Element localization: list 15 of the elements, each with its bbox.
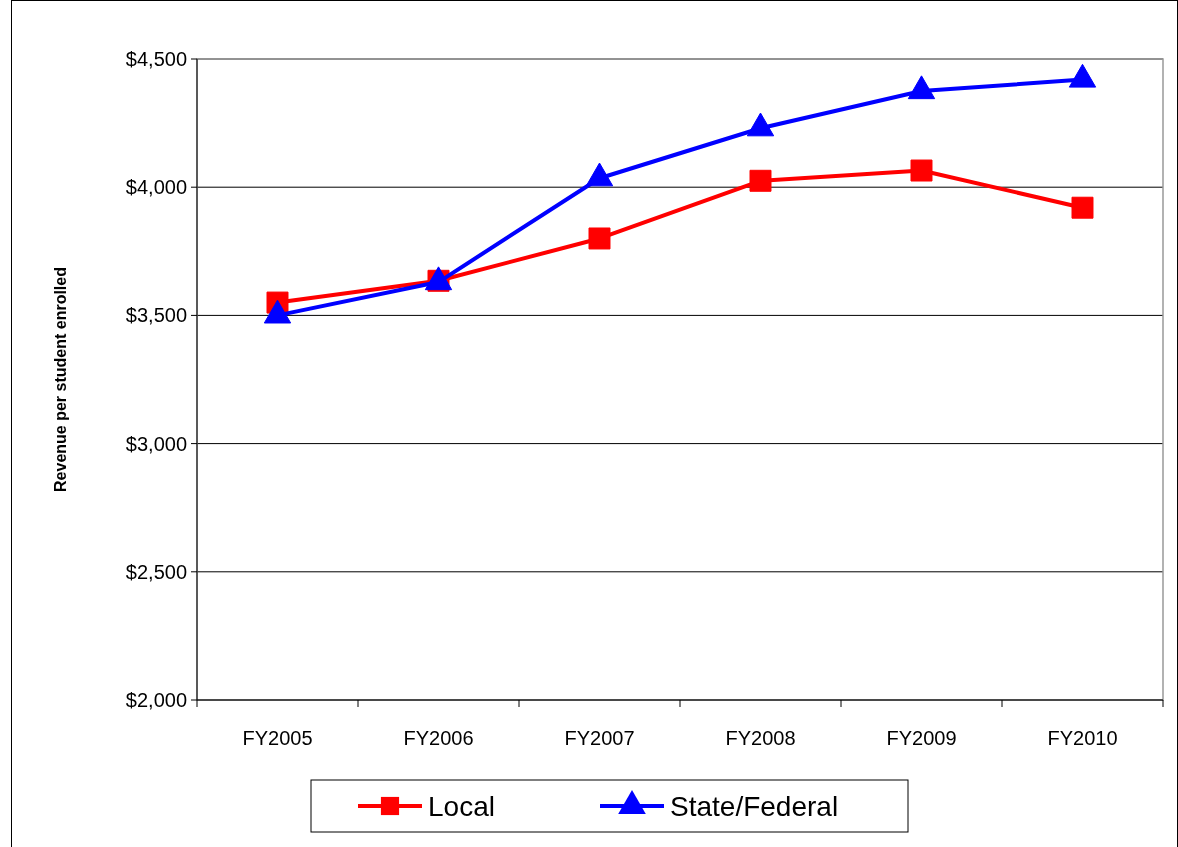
legend-label: Local [428,791,495,822]
y-tick-label: $3,000 [125,432,187,455]
y-tick-label: $3,500 [125,304,187,327]
x-tick-label: FY2005 [242,727,313,749]
legend-label: State/Federal [670,791,839,822]
x-tick-label: FY2009 [886,727,957,749]
y-tick-label: $4,000 [125,176,187,199]
x-tick-label: FY2006 [403,727,474,749]
x-tick-label: FY2007 [564,727,635,749]
x-tick-label: FY2010 [1047,727,1118,749]
y-tick-label: $2,000 [125,689,187,711]
y-tick-label: $2,500 [125,560,187,583]
y-tick-label: $4,500 [125,48,187,70]
y-axis-title: Revenue per student enrolled [52,267,69,492]
x-tick-label: FY2008 [725,727,796,749]
